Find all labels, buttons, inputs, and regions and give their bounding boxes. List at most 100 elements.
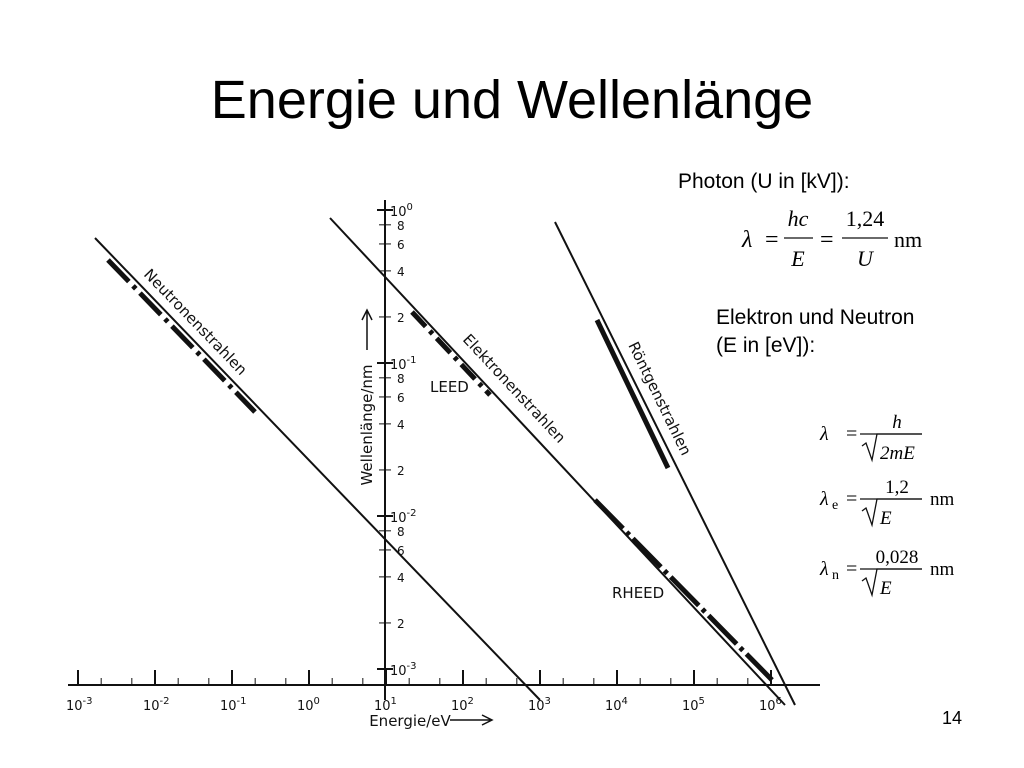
sqrt-sign	[861, 433, 922, 463]
formula-text: =	[846, 423, 857, 445]
tick-label: 10-3	[390, 661, 417, 679]
tick-label: 10-3	[66, 696, 93, 714]
tick-label: 10-1	[390, 355, 417, 373]
tick-base: 10	[374, 699, 391, 714]
tick-exp: -1	[407, 355, 417, 366]
formula-text: 1,24	[846, 206, 885, 231]
tick-base: 10	[528, 699, 545, 714]
data-band	[594, 318, 671, 470]
tick-label: 102	[451, 696, 474, 714]
tick-label: 100	[297, 696, 320, 714]
tick-label: 10-1	[220, 696, 247, 714]
formula-text: λ	[819, 488, 829, 510]
curve	[94, 237, 541, 701]
slide-title: Energie und Wellenlänge	[211, 70, 813, 130]
tick-exp: 1	[391, 696, 397, 707]
tick-label: 106	[759, 696, 782, 714]
tick-base: 10	[390, 664, 407, 679]
tick-base: 10	[297, 699, 314, 714]
formula-text: 1,2	[885, 477, 909, 498]
tick-label: 2	[397, 311, 405, 325]
tick-label: 6	[397, 238, 405, 252]
tick-label: 2	[397, 464, 405, 478]
tick-label: 10-2	[390, 508, 417, 526]
formula-text: E	[879, 508, 892, 529]
tick-base: 10	[605, 699, 622, 714]
sqrt-sign	[861, 498, 922, 528]
formula-text: U	[857, 246, 875, 271]
tick-exp: 4	[622, 696, 628, 707]
tick-exp: 3	[545, 696, 551, 707]
formula-text: h	[892, 412, 902, 433]
tick-label: 105	[682, 696, 705, 714]
photon-heading: Photon (U in [kV]):	[678, 170, 850, 193]
formula-text: E	[879, 578, 892, 599]
tick-base: 10	[390, 205, 407, 220]
y-arrow	[361, 308, 373, 350]
formula-text: 2mE	[880, 443, 915, 464]
region-label: RHEED	[612, 584, 664, 602]
sqrt-sign	[861, 568, 922, 598]
x-axis-label: Energie/eV	[369, 712, 451, 730]
tick-exp: 6	[776, 696, 782, 707]
formula-text: nm	[930, 489, 955, 510]
tick-label: 4	[397, 418, 405, 432]
formula-text: =	[765, 227, 779, 253]
formula-text: nm	[894, 227, 922, 252]
tick-exp: -3	[83, 696, 93, 707]
tick-base: 10	[451, 699, 468, 714]
formula-text: hc	[788, 206, 809, 231]
tick-base: 10	[390, 358, 407, 373]
curve	[554, 221, 796, 706]
tick-base: 10	[143, 699, 160, 714]
tick-exp: -3	[407, 661, 417, 672]
tick-label: 8	[397, 372, 405, 386]
tick-base: 10	[66, 699, 83, 714]
tick-exp: 2	[468, 696, 474, 707]
formula-text: E	[790, 246, 805, 271]
tick-label: 104	[605, 696, 628, 714]
region-label: LEED	[430, 378, 469, 396]
tick-label: 100	[390, 202, 413, 220]
tick-base: 10	[759, 699, 776, 714]
page-number: 14	[942, 708, 962, 728]
x-arrow	[450, 714, 494, 726]
formula-text: λ	[819, 423, 829, 445]
formula-text: =	[846, 488, 857, 510]
en-heading: Elektron und Neutron	[716, 306, 914, 329]
tick-exp: -2	[407, 508, 417, 519]
tick-exp: 5	[699, 696, 705, 707]
tick-label: 2	[397, 617, 405, 631]
tick-label: 8	[397, 525, 405, 539]
formula-text: n	[832, 568, 839, 583]
tick-exp: -2	[160, 696, 170, 707]
figure	[68, 200, 820, 726]
tick-exp: 0	[407, 202, 413, 213]
tick-label: 101	[374, 696, 397, 714]
formula-text: nm	[930, 559, 955, 580]
tick-label: 6	[397, 544, 405, 558]
tick-base: 10	[682, 699, 699, 714]
tick-exp: -1	[237, 696, 247, 707]
y-axis-label: Wellenlänge/nm	[358, 364, 376, 485]
curve	[329, 217, 786, 706]
formula-text: =	[846, 558, 857, 580]
tick-label: 4	[397, 571, 405, 585]
formula-text: e	[832, 498, 838, 513]
formula-text: λ	[741, 227, 752, 253]
tick-base: 10	[390, 511, 407, 526]
tick-base: 10	[220, 699, 237, 714]
tick-exp: 0	[314, 696, 320, 707]
tick-label: 10-2	[143, 696, 170, 714]
formula-text: 0,028	[876, 547, 919, 568]
formula-text: λ	[819, 558, 829, 580]
data-band	[410, 310, 492, 397]
tick-label: 4	[397, 265, 405, 279]
tick-label: 8	[397, 219, 405, 233]
tick-label: 6	[397, 391, 405, 405]
tick-label: 103	[528, 696, 551, 714]
data-band	[106, 258, 257, 414]
